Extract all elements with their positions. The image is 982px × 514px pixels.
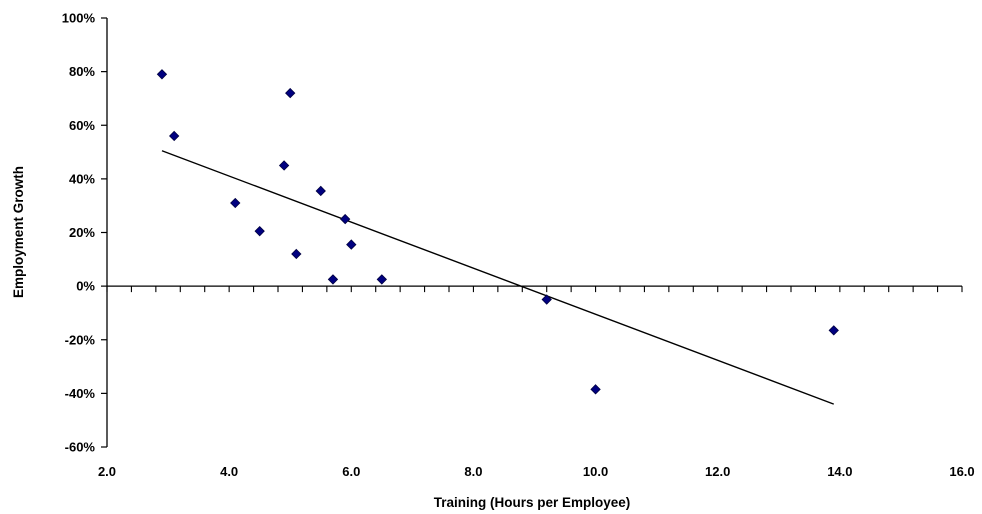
data-point — [285, 87, 296, 99]
data-point — [340, 213, 351, 225]
data-point — [327, 274, 339, 285]
data-point — [169, 130, 180, 142]
data-point — [376, 274, 387, 285]
y-tick-label: 80% — [69, 64, 95, 79]
y-axis-title: Employment Growth — [11, 166, 26, 298]
data-point — [346, 239, 357, 250]
y-tick-label: -20% — [65, 332, 96, 347]
y-tick-label: -40% — [65, 386, 96, 401]
data-point — [156, 69, 168, 80]
data-point — [828, 325, 839, 336]
x-tick-label: 8.0 — [464, 464, 482, 479]
y-tick-label: 0% — [76, 279, 95, 294]
x-tick-label: 10.0 — [583, 464, 608, 479]
x-tick-label: 2.0 — [98, 464, 116, 479]
x-tick-label: 16.0 — [949, 464, 974, 479]
trendline-group — [161, 150, 834, 405]
data-point — [541, 294, 552, 305]
data-point — [278, 160, 290, 171]
data-points — [156, 69, 839, 395]
data-point — [291, 248, 302, 260]
y-tick-label: 40% — [69, 171, 95, 186]
y-tick-label: 20% — [69, 225, 95, 240]
x-tick-label: 4.0 — [220, 464, 238, 479]
x-tick-label: 6.0 — [342, 464, 360, 479]
data-point — [590, 384, 601, 395]
trendline — [161, 150, 834, 405]
data-point — [254, 225, 265, 237]
y-tick-label: 60% — [69, 118, 95, 133]
x-tick-label: 12.0 — [705, 464, 730, 479]
data-point — [315, 185, 326, 197]
x-axis-title: Training (Hours per Employee) — [434, 495, 631, 510]
data-point — [230, 197, 241, 209]
x-tick-label: 14.0 — [827, 464, 852, 479]
y-tick-label: 100% — [62, 11, 96, 26]
y-tick-label: -60% — [65, 440, 96, 455]
axes: 100% 80% 60% 40% 20% 0% -20% -40% -60%2.0 4.0 6.0 8… — [62, 11, 975, 480]
